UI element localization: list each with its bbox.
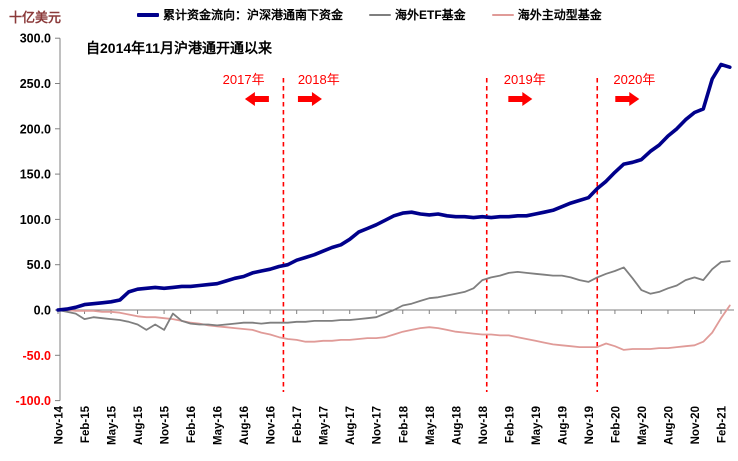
x-tick-label: May-19 [531,406,543,445]
legend-label: 海外主动型基金 [517,8,602,22]
x-tick-label: Nov-18 [478,405,490,444]
x-tick-label: Nov-15 [160,405,172,444]
x-tick-label: Feb-15 [80,405,92,443]
x-tick-label: Aug-15 [133,405,145,445]
x-tick-label: Nov-14 [54,405,66,444]
legend-line-swatch-gray [369,13,392,16]
right-arrow-icon [508,92,533,106]
year-label: 2020年 [613,72,655,87]
legend-item-southbound-flows: 累计资金流向：沪深港通南下资金 [137,6,343,23]
x-tick-label: Aug-16 [239,406,251,445]
y-tick-label: 250.0 [20,77,51,91]
right-arrow-icon [297,92,322,106]
chart-annotation: 自2014年11月沪港通开通以来 [86,40,272,56]
series-line-1 [57,260,731,331]
x-tick-label: Aug-20 [663,406,675,445]
left-arrow-icon [244,92,269,106]
x-tick-label: Feb-16 [186,406,198,443]
legend-line-swatch-pink [491,13,514,16]
x-tick-label: Feb-19 [504,406,516,443]
x-tick-label: Aug-18 [451,405,463,445]
y-tick-label: -50.0 [23,349,52,363]
y-tick-label: 300.0 [20,32,51,46]
x-tick-label: May-20 [637,406,649,445]
legend-item-overseas-etf: 海外ETF基金 [369,6,466,23]
x-tick-label: Feb-20 [610,406,622,443]
series-line-0 [56,62,732,312]
legend-label: 海外ETF基金 [395,8,466,22]
x-tick-label: May-16 [213,406,225,445]
year-label: 2019年 [504,72,546,87]
x-tick-label: Nov-17 [372,406,384,444]
y-tick-label: 100.0 [20,213,51,227]
y-axis-title: 十亿美元 [9,10,62,25]
x-tick-label: Nov-19 [584,406,596,444]
x-tick-label: Feb-21 [717,405,729,443]
x-tick-label: May-18 [425,405,437,445]
x-tick-label: Nov-20 [690,406,702,444]
year-label: 2018年 [298,72,340,87]
x-tick-label: May-17 [319,406,331,445]
year-label: 2017年 [223,72,265,87]
x-tick-label: Feb-18 [398,405,410,443]
right-arrow-icon [615,92,640,106]
x-tick-label: Nov-16 [266,406,278,444]
y-tick-label: 50.0 [27,258,51,272]
legend-label: 累计资金流向：沪深港通南下资金 [163,8,344,22]
y-tick-label: 200.0 [20,122,51,136]
legend-line-swatch-navy [137,12,159,17]
y-tick-label: 0.0 [34,304,51,318]
x-tick-label: Aug-19 [557,406,569,445]
x-tick-label: Feb-17 [292,406,304,443]
x-tick-label: Aug-17 [345,406,357,445]
y-tick-label: -100.0 [16,394,51,408]
y-tick-label: 150.0 [20,168,51,182]
x-tick-label: May-15 [107,405,119,445]
legend-item-overseas-active-funds: 海外主动型基金 [491,6,602,23]
chart-legend: 累计资金流向：沪深港通南下资金 海外ETF基金 海外主动型基金 [137,6,602,23]
